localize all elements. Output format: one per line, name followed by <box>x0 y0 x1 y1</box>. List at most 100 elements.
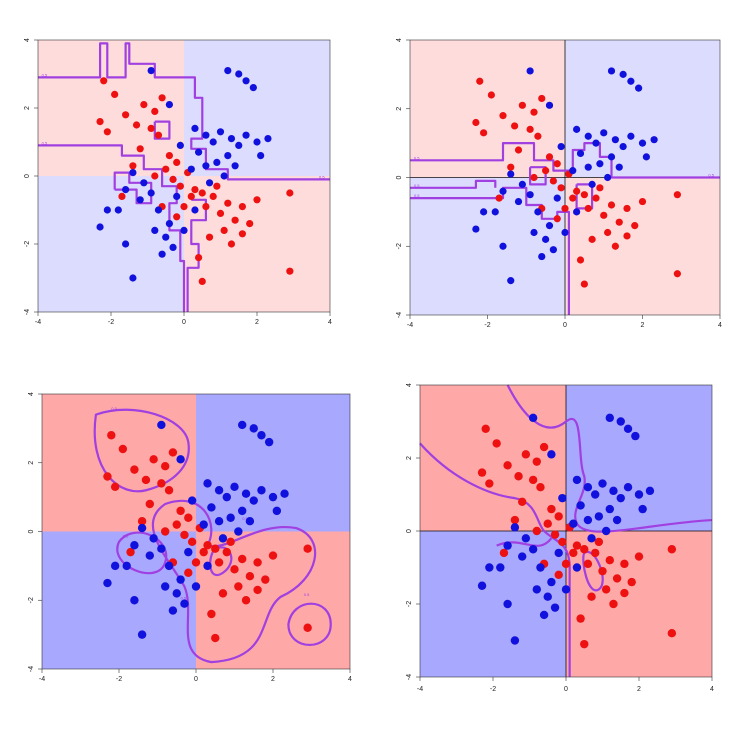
decision-boundary-1 <box>38 42 330 181</box>
data-point-blue <box>561 585 571 594</box>
decision-boundary-3 <box>410 179 497 189</box>
data-point-blue <box>609 486 618 496</box>
region-red-upper-left <box>420 385 566 531</box>
data-point-blue <box>224 152 232 160</box>
decision-boundary-2 <box>506 384 713 533</box>
data-point-red <box>530 108 538 116</box>
data-point-blue <box>572 563 582 572</box>
data-point-red <box>591 548 600 558</box>
data-point-red <box>521 450 531 459</box>
data-point-red <box>173 158 181 166</box>
x-tick-label: -4 <box>417 686 423 693</box>
data-point-blue <box>205 179 214 187</box>
data-point-blue <box>591 490 600 499</box>
decision-boundary-2 <box>38 144 186 312</box>
data-point-blue <box>103 206 111 214</box>
data-point-blue <box>650 136 658 144</box>
data-point-red <box>615 218 623 226</box>
contour-label: 0.5 <box>708 173 714 178</box>
chart-bottom-left: 0.5 0.5 0.5 0.5 0.5 -4 -2 0 2 4 -4 -2 0 2 4 <box>28 392 352 683</box>
data-point-red <box>480 129 488 137</box>
contour-label: 0.5 <box>242 516 248 521</box>
data-point-blue <box>485 563 494 572</box>
x-tick-label: 2 <box>271 676 275 683</box>
data-point-red <box>253 558 262 567</box>
data-point-red <box>598 566 607 576</box>
data-point-blue <box>561 228 569 237</box>
data-point-blue <box>583 483 593 492</box>
data-point-red <box>224 199 232 207</box>
data-point-red <box>184 513 193 522</box>
y-tick-label: 4 <box>406 383 413 387</box>
data-point-blue <box>222 492 231 502</box>
data-point-red <box>253 196 261 204</box>
data-point-blue <box>187 496 197 505</box>
x-tick-label: -4 <box>39 676 45 683</box>
data-point-blue <box>539 610 549 620</box>
data-point-blue <box>122 240 130 248</box>
data-point-red <box>561 559 571 569</box>
data-point-blue <box>480 208 488 216</box>
data-point-red <box>634 552 644 561</box>
data-point-red <box>580 639 589 649</box>
region-blue-upper-right <box>184 40 330 176</box>
data-point-blue <box>165 220 173 228</box>
data-point-red <box>132 121 141 129</box>
x-tick-label: 4 <box>348 676 352 683</box>
contour-label: 0.5 <box>111 406 117 411</box>
y-tick-label: 4 <box>24 38 31 42</box>
contour-label: 0.5 <box>414 183 420 188</box>
data-point-blue <box>209 138 217 146</box>
data-point-blue <box>550 603 560 612</box>
data-point-red <box>176 182 184 190</box>
data-point-blue <box>280 489 289 498</box>
data-point-red <box>141 475 151 485</box>
data-point-red <box>118 444 128 454</box>
data-point-blue <box>616 417 625 426</box>
data-point-blue <box>129 169 137 177</box>
data-point-blue <box>122 561 131 571</box>
data-point-red <box>238 230 246 238</box>
data-point-blue <box>249 84 257 92</box>
data-point-red <box>253 585 262 595</box>
data-point-blue <box>557 142 565 151</box>
data-point-blue <box>191 206 199 214</box>
data-point-red <box>103 128 111 136</box>
data-point-blue <box>130 596 139 605</box>
data-point-blue <box>216 128 225 136</box>
data-point-blue <box>264 135 272 143</box>
chart-bottom-right: -4 -2 0 2 4 -4 -2 0 2 4 <box>406 383 714 693</box>
data-point-red <box>510 515 520 525</box>
data-point-blue <box>202 131 210 139</box>
data-point-blue <box>569 167 577 175</box>
data-point-red <box>587 592 596 601</box>
data-point-blue <box>149 534 158 543</box>
data-point-red <box>569 548 578 558</box>
decision-boundary-3 <box>116 531 168 575</box>
data-point-red <box>198 277 206 285</box>
decision-boundary-1 <box>419 442 571 677</box>
data-point-red <box>596 184 604 192</box>
data-point-blue <box>203 479 212 488</box>
data-point-red <box>140 101 148 109</box>
data-point-blue <box>592 139 600 147</box>
data-point-blue <box>176 575 185 584</box>
data-point-blue <box>227 135 236 143</box>
data-point-blue <box>528 545 538 554</box>
data-point-red <box>554 570 563 579</box>
data-point-red <box>145 499 154 509</box>
y-tick-label: -2 <box>28 597 35 603</box>
data-point-red <box>227 240 236 248</box>
data-point-blue <box>136 196 144 204</box>
data-point-blue <box>224 67 232 75</box>
data-point-blue <box>230 482 239 492</box>
data-point-red <box>526 125 534 133</box>
data-point-red <box>558 537 567 547</box>
data-point-red <box>580 280 588 288</box>
data-point-red <box>600 211 608 219</box>
data-point-red <box>241 596 251 605</box>
data-point-red <box>580 545 589 554</box>
y-tick-label: 0 <box>28 529 35 533</box>
decision-boundary-1 <box>93 408 190 493</box>
data-point-red <box>157 479 166 488</box>
